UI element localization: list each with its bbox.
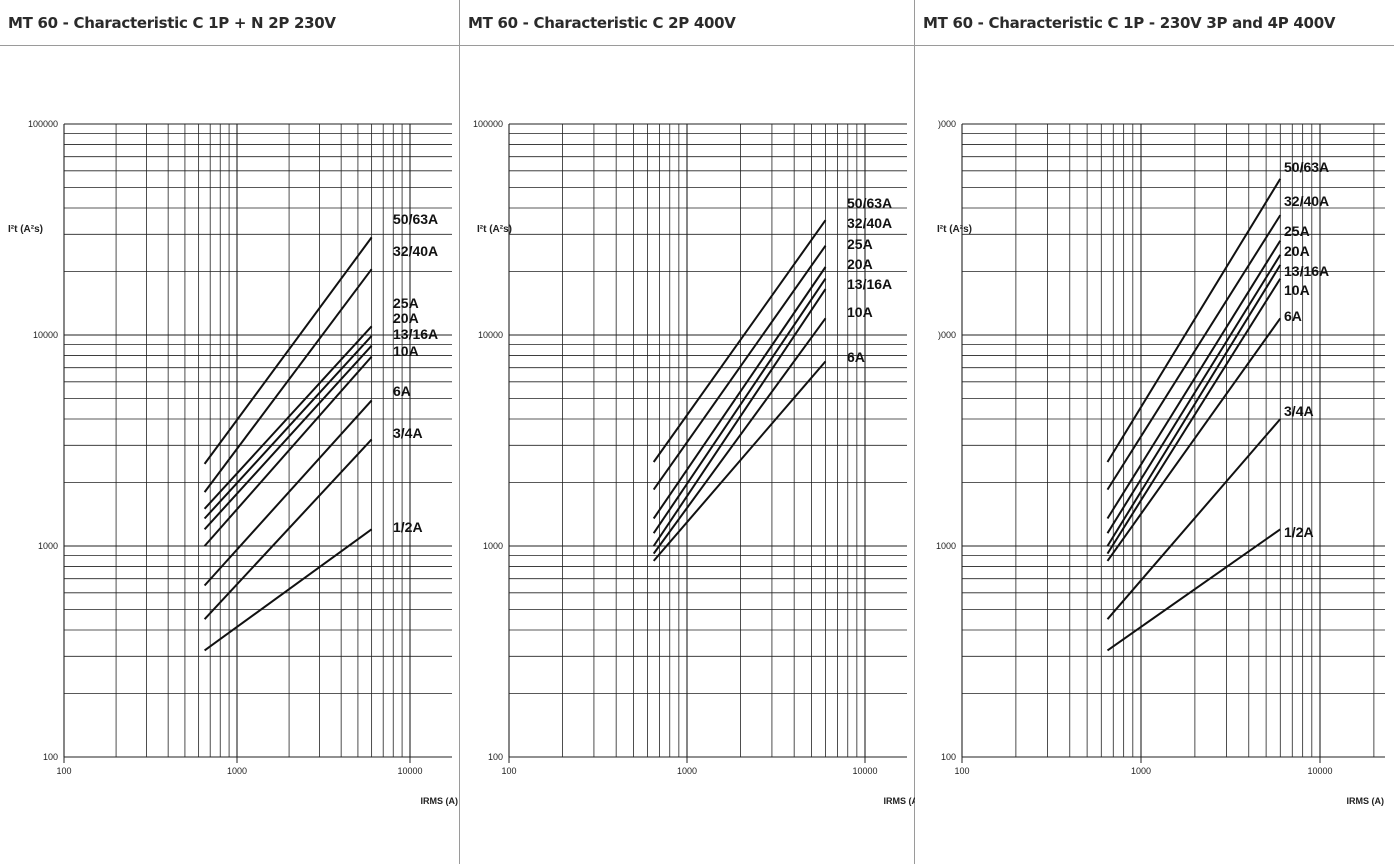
series-line-13-16a [1106,264,1282,547]
y-tick-label: 1000 [483,541,503,551]
x-tick-label: 1000 [1131,766,1151,776]
chart-title: MT 60 - Characteristic C 2P 400V [460,0,914,46]
series-line-10a [1106,278,1282,555]
y-tick-label: 1000 [38,541,58,551]
series-label: 20A [393,310,419,326]
x-tick-label: 10000 [1307,766,1332,776]
series-line-6a [203,399,373,587]
y-tick-label: 10000 [33,330,58,340]
y-axis-label: I²t (A²s) [8,224,43,235]
x-tick-label: 100 [56,766,71,776]
series-label: 13/16A [393,326,438,342]
series-line-32-40a [203,268,373,493]
y-tick-label: 10000 [478,330,503,340]
chart-title: MT 60 - Characteristic C 1P - 230V 3P an… [915,0,1394,46]
series-line-13-16a [203,345,373,530]
series-line-25a [203,325,373,510]
series-label: 50/63A [393,211,438,227]
series-label: 6A [847,349,865,365]
series-line-1-2a [1106,528,1281,652]
x-tick-label: 10000 [852,766,877,776]
series-label: 13/16A [847,276,892,292]
series-label: 10A [393,343,419,359]
x-axis-label: IRMS (A) [884,796,916,806]
series-label: 3/4A [393,425,423,441]
series-label: 25A [847,236,873,252]
series-line-50-63a [203,236,373,465]
chart-2p-400v: 100 1000 10000 100000 100 1000 10000 I²t (A²s) I… [473,119,916,806]
series-group: 50/63A 32/40A 25A 20A 13/16A 10A 6A 3/4A 1/2A [1106,159,1329,652]
x-tick-label: 1000 [227,766,247,776]
chart-1p-230v-3p-4p-400v: )000 )000 1000 100 100 1000 10000 I²t (A²s) IRMS… [936,119,1385,806]
chart-panel-3: MT 60 - Characteristic C 1P - 230V 3P an… [915,0,1394,864]
series-line-50-63a [1106,178,1282,463]
series-label: 50/63A [1284,159,1329,175]
x-tick-label: 100 [954,766,969,776]
series-line-25a [1106,240,1282,520]
x-tick-label: 10000 [397,766,422,776]
series-label: 32/40A [1284,193,1329,209]
y-tick-label: 100 [488,752,503,762]
x-tick-label: 100 [501,766,516,776]
series-label: 1/2A [393,519,423,535]
chart-panel-1: MT 60 - Characteristic C 1P + N 2P 230V … [0,0,460,864]
series-line-20a [652,278,827,534]
series-label: 20A [1284,243,1310,259]
chart-1p-n-2p-230v: 100 1000 10000 100000 100 1000 10000 I²t (A²s) I… [8,119,459,806]
x-tick-label: 1000 [677,766,697,776]
series-line-3-4a [203,438,373,620]
series-line-50-63a [652,219,827,463]
series-line-20a [203,335,373,520]
x-axis-label: IRMS (A) [1347,796,1385,806]
series-label: 32/40A [847,215,892,231]
chart-panel-2: MT 60 - Characteristic C 2P 400V 100 1000… [460,0,915,864]
series-label: 10A [847,304,873,320]
y-tick-label: 100 [43,752,58,762]
series-label: 32/40A [393,243,438,259]
series-label: 20A [847,256,873,272]
series-line-13-16a [652,288,827,547]
series-group: 50/63A 32/40A 25A 20A 13/16A 10A 6A [652,195,892,562]
series-label: 10A [1284,282,1310,298]
y-tick-label: 100000 [28,119,58,129]
y-axis-label: I²t (A²s) [477,224,512,235]
y-tick-label: )000 [938,119,956,129]
series-line-10a [203,355,373,547]
grid [508,123,907,758]
series-line-3-4a [1106,418,1282,620]
series-line-32-40a [652,245,827,491]
chart-title: MT 60 - Characteristic C 1P + N 2P 230V [0,0,459,46]
grid [63,123,452,758]
series-line-20a [1106,254,1282,534]
y-tick-label: 100000 [473,119,503,129]
y-tick-label: )000 [938,330,956,340]
x-axis-label: IRMS (A) [421,796,459,806]
series-line-32-40a [1106,214,1282,491]
grid [961,123,1385,758]
series-line-6a [652,360,827,562]
series-label: 13/16A [1284,263,1329,279]
series-label: 1/2A [1284,524,1314,540]
series-line-10a [652,317,827,555]
series-label: 6A [1284,308,1302,324]
series-line-1-2a [204,528,373,652]
y-tick-label: 100 [941,752,956,762]
y-axis-label: I²t (A²s) [937,224,972,235]
series-label: 25A [393,295,419,311]
series-line-25a [652,266,827,520]
series-line-6a [1106,317,1282,562]
series-label: 6A [393,383,411,399]
series-label: 50/63A [847,195,892,211]
series-label: 3/4A [1284,403,1314,419]
series-label: 25A [1284,223,1310,239]
y-tick-label: 1000 [936,541,956,551]
